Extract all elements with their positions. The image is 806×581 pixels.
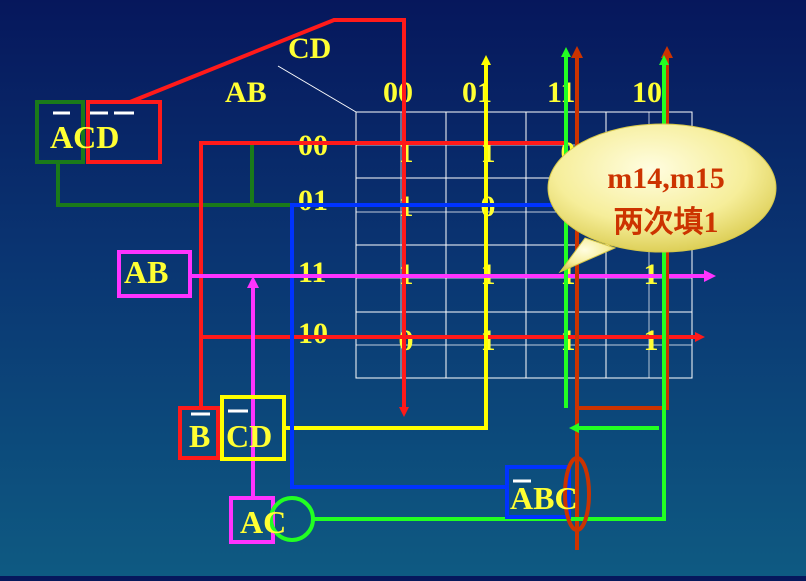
term-ab-label: AB (124, 254, 168, 290)
term-box-a (35, 100, 85, 164)
term-ac-label: AC (240, 504, 286, 540)
callout-line-2: 两次填1 (614, 206, 719, 239)
term-cd-label: CD (226, 418, 272, 454)
group-line-acd-red (129, 18, 409, 417)
term-circle-c (269, 496, 315, 542)
col-header-00: 00 (383, 76, 413, 109)
group-line-cd-bar (284, 55, 491, 430)
col-header-10: 10 (632, 76, 662, 109)
row-header-10: 10 (298, 317, 328, 350)
row-var-label: AB (225, 76, 267, 109)
term-box-b (178, 406, 220, 460)
callout-bubble (558, 237, 617, 274)
callout: m14,m15 两次填1 (547, 123, 777, 274)
group-line-acd-bar (56, 163, 292, 207)
row-header-01: 01 (298, 184, 328, 217)
corner-diagonal (277, 65, 357, 113)
term-abc-label: ABC (510, 480, 578, 516)
row-header-00: 00 (298, 129, 328, 162)
term-b-label: B (189, 418, 210, 454)
callout-line-1: m14,m15 (607, 162, 724, 195)
cell-r3-c3: 1 (644, 324, 659, 357)
term-box-ab (117, 250, 192, 298)
callout-ellipse (547, 123, 777, 253)
group-line-bd-bar (199, 141, 566, 408)
row-header-11: 11 (298, 256, 326, 289)
term-box-abc (505, 465, 571, 519)
term-box-cd (86, 100, 162, 164)
col-header-11: 11 (547, 76, 575, 109)
term-ellipse-c (563, 456, 591, 532)
group-line-abc-bar (290, 203, 556, 489)
term-acd-label: ACD (50, 119, 119, 155)
term-box-cd-bar (220, 395, 286, 461)
